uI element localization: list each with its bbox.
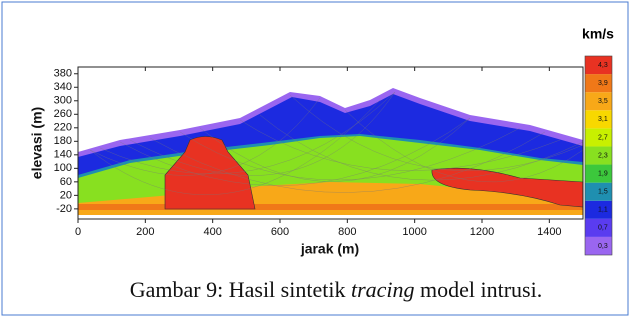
x-tick-label: 600 xyxy=(271,226,289,238)
y-tick-label: 60 xyxy=(60,176,72,188)
y-tick-label: 20 xyxy=(60,189,72,201)
x-tick-label: 800 xyxy=(338,226,356,238)
colorbar-tick-label: 1,5 xyxy=(598,189,608,196)
caption-label: Gambar 9: xyxy=(130,277,223,302)
y-axis-label: elevasi (m) xyxy=(29,107,45,179)
colorbar-tick-label: 0,7 xyxy=(598,225,608,232)
colorbar-tick-label: 0,3 xyxy=(598,243,608,250)
caption-emphasis: tracing xyxy=(351,277,415,302)
x-tick-label: 0 xyxy=(75,226,81,238)
x-tick-label: 1400 xyxy=(537,226,561,238)
y-tick-label: -20 xyxy=(56,203,72,215)
y-tick-label: 340 xyxy=(54,81,72,93)
colorbar-tick-label: 2,7 xyxy=(598,134,608,141)
y-tick-label: 300 xyxy=(54,95,72,107)
y-tick-label: 260 xyxy=(54,108,72,120)
colorbar-title: km/s xyxy=(582,26,614,42)
velocity-model xyxy=(78,67,583,219)
colorbar-tick-label: 3,5 xyxy=(598,98,608,105)
colorbar-tick-label: 1,1 xyxy=(598,207,608,214)
y-tick-label: 220 xyxy=(54,122,72,134)
caption-text: model intrusi. xyxy=(420,277,542,302)
x-tick-label: 1200 xyxy=(470,226,494,238)
caption-text: Hasil sintetik xyxy=(229,277,346,302)
y-tick-label: 180 xyxy=(54,135,72,147)
caption: Gambar 9: Hasil sintetik tracing model i… xyxy=(130,277,542,302)
colorbar-tick-label: 1,9 xyxy=(598,170,608,177)
colorbar-tick-label: 3,1 xyxy=(598,116,608,123)
layer-deep xyxy=(78,204,583,210)
y-tick-label: 140 xyxy=(54,149,72,161)
colorbar-tick-label: 4,3 xyxy=(598,62,608,69)
x-tick-label: 200 xyxy=(136,226,154,238)
colorbar-tick-label: 3,9 xyxy=(598,80,608,87)
figure: jarak (m) elevasi (m) km/s Gambar 9: Has… xyxy=(0,0,630,317)
x-tick-label: 400 xyxy=(203,226,221,238)
colorbar-tick-label: 2,3 xyxy=(598,152,608,159)
x-tick-label: 1000 xyxy=(402,226,426,238)
page: {"chart_data": { "type": "velocity-secti… xyxy=(0,0,630,317)
y-tick-label: 100 xyxy=(54,162,72,174)
x-axis-label: jarak (m) xyxy=(300,241,359,257)
y-tick-label: 380 xyxy=(54,68,72,80)
